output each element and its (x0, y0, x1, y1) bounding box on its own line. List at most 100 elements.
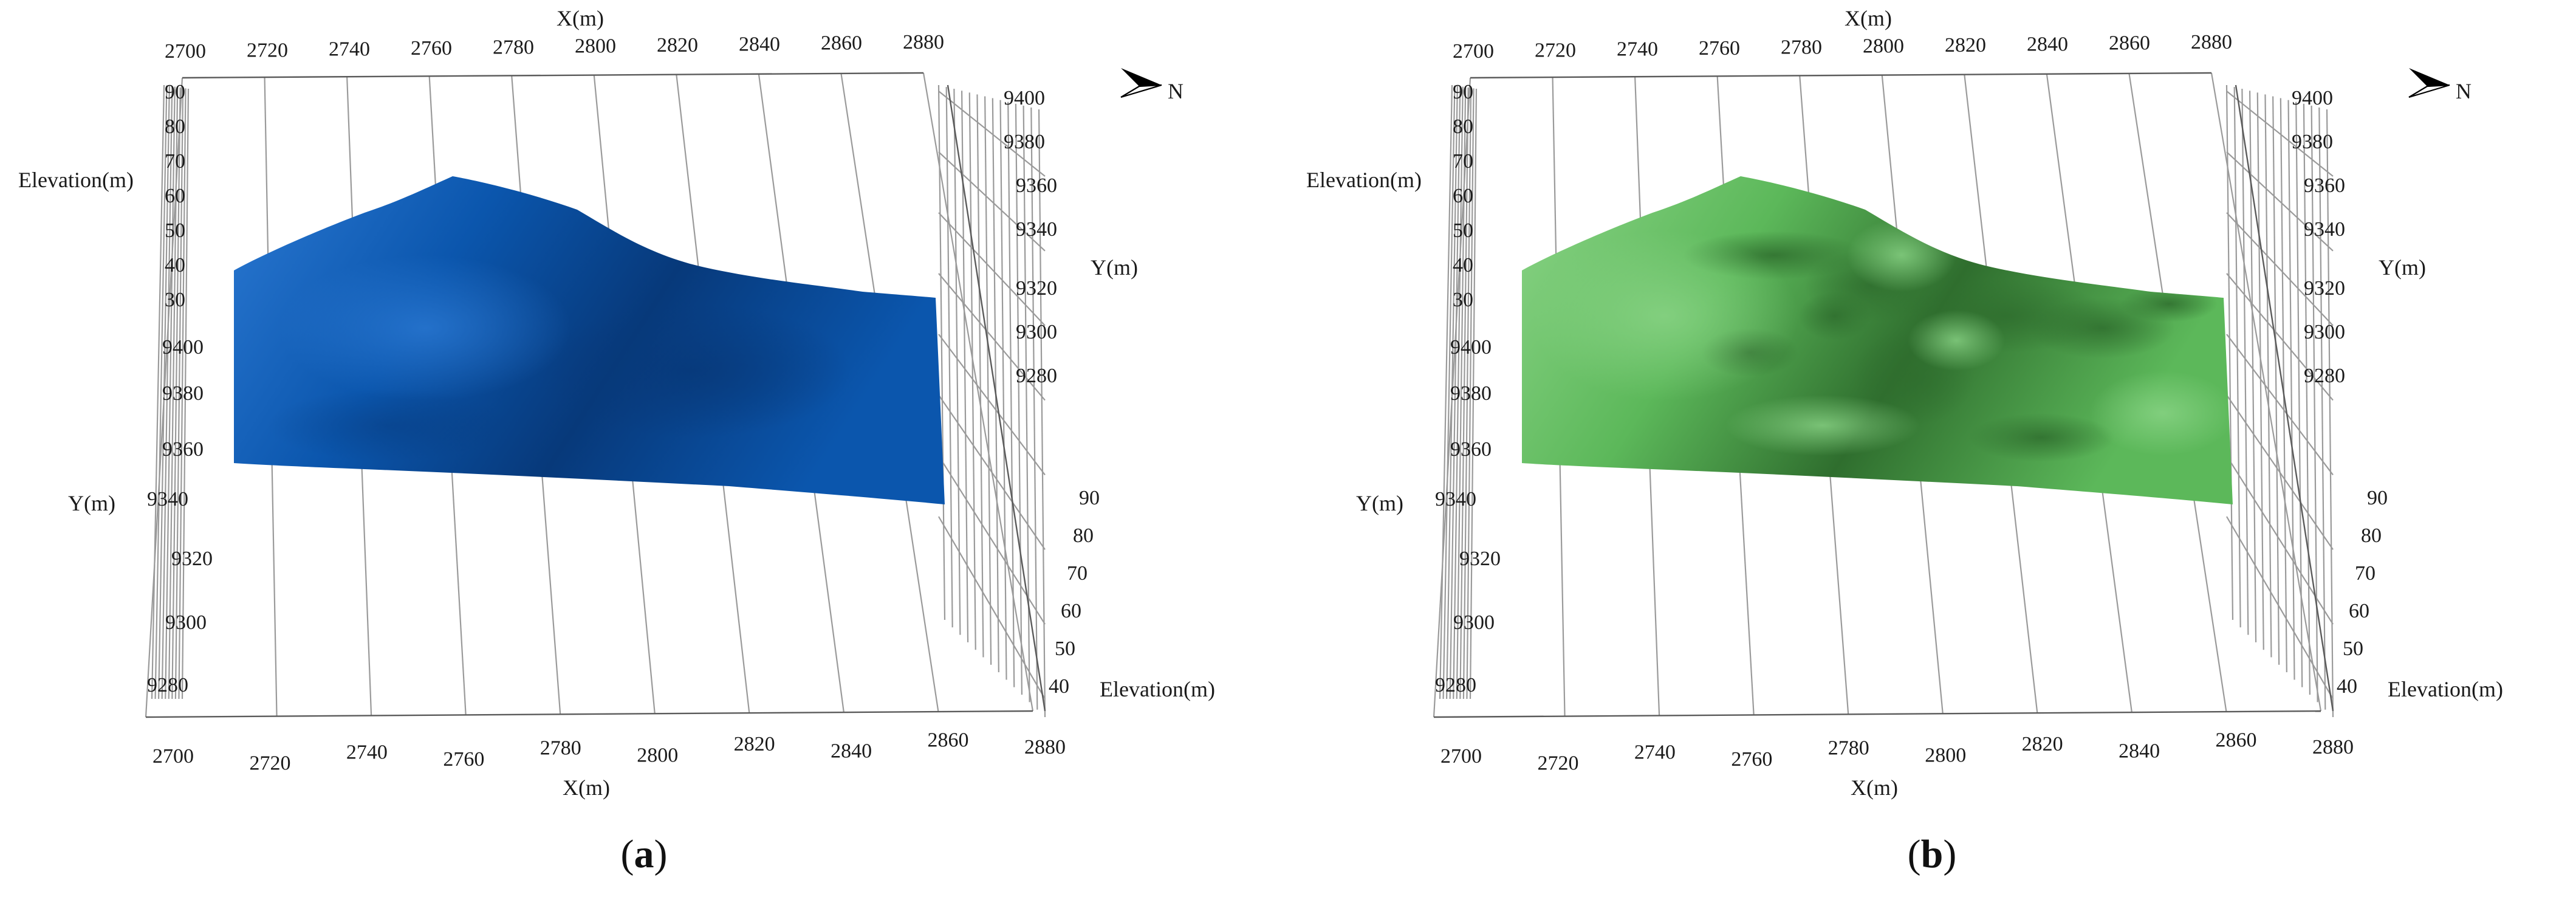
right-gridline (2241, 89, 2249, 635)
x-axis-title-top: X(m) (1845, 6, 1892, 30)
north-label: N (1168, 79, 1184, 103)
right-hgridline (938, 151, 1046, 252)
terrain-surface (1522, 176, 2233, 504)
x-tick-bottom: 2780 (540, 737, 581, 760)
right-edge (2235, 84, 2334, 712)
left-gridline (181, 88, 190, 699)
left-gridline (1446, 86, 1458, 699)
y-tick-right: 9300 (1016, 321, 1057, 343)
surface-shade (2120, 286, 2218, 322)
x-axis-title-bottom: X(m) (563, 775, 610, 800)
y-tick-left: 9360 (1450, 438, 1492, 461)
z-tick-right: 70 (1067, 562, 1088, 585)
x-tick-top: 2720 (247, 39, 288, 61)
x-tick-bottom: 2700 (1440, 745, 1482, 768)
x-tick-top: 2800 (575, 35, 616, 58)
y-tick-right: 9280 (2304, 365, 2345, 387)
y-axis-title-right: Y(m) (1091, 255, 1138, 280)
z-tick-right: 70 (2355, 562, 2376, 585)
z-tick-right: 40 (1049, 675, 1069, 698)
y-tick-right: 9300 (2304, 321, 2345, 343)
x-tick-bottom: 2880 (1024, 736, 1066, 758)
z-tick-left: 50 (165, 219, 185, 242)
right-hgridline (2226, 212, 2334, 326)
north-label: N (2456, 79, 2472, 103)
x-tick-bottom: 2840 (831, 740, 872, 763)
left-gridline (1439, 84, 1453, 699)
panel-b: 2700 2720 2740 2760 2780 2800 2820 2840 2860 2880… (1288, 0, 2576, 897)
z-tick-left: 40 (1453, 254, 1473, 277)
bottom-edge (145, 710, 1033, 718)
right-gridline (992, 98, 999, 673)
right-gridline (2280, 98, 2287, 673)
z-tick-right: 90 (2367, 487, 2388, 509)
right-hgridline (2226, 516, 2334, 699)
north-arrow-head (2409, 68, 2450, 86)
x-tick-top: 2760 (1699, 37, 1740, 60)
panel-a: 2700 2720 2740 2760 2780 2800 2820 2840 2860 2880… (18, 6, 1215, 876)
y-tick-left: 9300 (165, 611, 207, 634)
x-tick-bottom: 2860 (928, 729, 969, 751)
top-edge (1470, 72, 2212, 79)
x-tick-top: 2780 (493, 36, 534, 58)
right-hgridline (938, 455, 1046, 625)
x-tick-top: 2840 (2027, 33, 2068, 55)
right-edge (947, 84, 1046, 712)
z-tick-left: 30 (1453, 289, 1473, 311)
right-gridline (2326, 109, 2334, 718)
x-gridline (922, 72, 1034, 712)
y-tick-right: 9400 (2292, 87, 2333, 109)
right-gridline (2303, 103, 2311, 695)
left-gridline (1456, 87, 1467, 699)
z-tick-left: 80 (1453, 115, 1473, 138)
y-axis-title-left: Y(m) (68, 491, 115, 515)
north-arrow-tail (1120, 84, 1162, 98)
axis-titles: X(m) X(m) Elevation(m) Elevation(m) Y(m) Y(m) (18, 6, 1215, 800)
panel-caption: (b) (1907, 832, 1957, 876)
y-tick-right: 9380 (1004, 131, 1045, 153)
y-tick-left: 9320 (171, 548, 213, 570)
right-gridline (2233, 87, 2241, 628)
right-gridline (953, 89, 961, 635)
x-tick-bottom: 2800 (1925, 744, 1966, 766)
z-tick-right: 80 (1073, 524, 1094, 547)
left-gridline (1449, 86, 1461, 699)
left-gridline (154, 85, 168, 699)
left-gridline (165, 86, 176, 699)
y-tick-right: 9380 (2292, 131, 2333, 153)
x-tick-bottom: 2740 (346, 741, 388, 763)
right-gridline (1015, 103, 1023, 695)
y-tick-left: 9300 (1453, 611, 1495, 634)
surface-shade (535, 304, 851, 438)
left-gridline (171, 87, 181, 699)
x-tick-top: 2720 (1535, 39, 1576, 61)
right-gridline (2256, 92, 2264, 650)
left-gridline (1453, 86, 1464, 699)
x-axis-title-top: X(m) (557, 6, 604, 30)
y-tick-left: 9380 (1450, 382, 1492, 405)
x-tick-top: 2700 (165, 40, 206, 63)
right-gridline (2318, 107, 2326, 710)
surface-shade (1968, 413, 2114, 462)
panel-caption: (a) (620, 832, 668, 876)
x-tick-bottom: 2880 (2312, 736, 2354, 758)
right-hgridline (2226, 273, 2334, 401)
x-tick-bottom: 2800 (637, 744, 678, 766)
right-gridline (945, 87, 953, 628)
z-tick-left: 90 (165, 81, 185, 103)
right-gridline (1038, 109, 1046, 718)
y-tick-left: 9360 (162, 438, 204, 461)
z-tick-right: 50 (1055, 638, 1075, 660)
z-tick-left: 30 (165, 289, 185, 311)
left-gridline (1459, 87, 1469, 699)
y-tick-right: 9320 (2304, 277, 2345, 300)
y-tick-left: 9400 (162, 336, 204, 359)
z-tick-right: 60 (2349, 600, 2369, 622)
z-axis-title-right: Elevation(m) (1100, 677, 1215, 701)
x-tick-top: 2800 (1863, 35, 1904, 58)
y-tick-right: 9360 (1016, 174, 1057, 197)
right-gridline (1007, 101, 1015, 687)
z-tick-left: 70 (165, 150, 185, 173)
z-tick-right: 40 (2337, 675, 2357, 698)
plot-3d-b: 2700 2720 2740 2760 2780 2800 2820 2840 2860 2880… (1306, 6, 2503, 800)
